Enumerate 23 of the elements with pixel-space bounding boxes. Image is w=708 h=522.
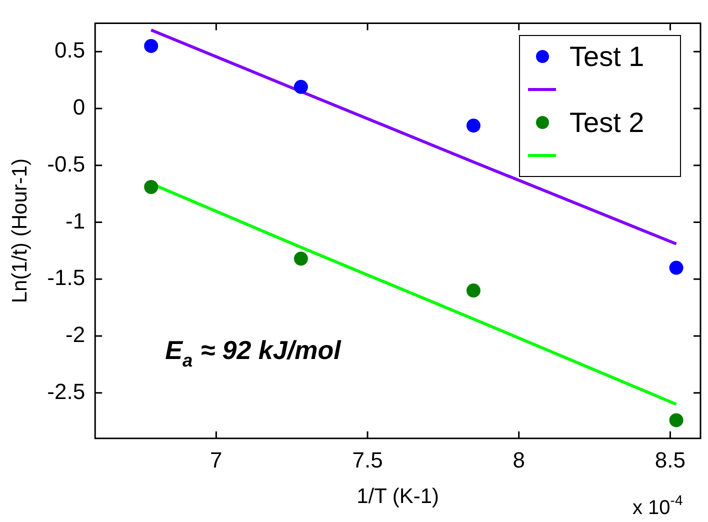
x-tick-label: 7	[210, 448, 222, 473]
y-tick-label: -1	[66, 208, 86, 234]
legend-label: Test 2	[570, 106, 644, 139]
point	[669, 260, 684, 275]
y-tick-label: -2	[66, 322, 86, 348]
point	[294, 252, 308, 266]
point	[144, 38, 158, 53]
y-tick-label: -2.5	[47, 378, 86, 404]
y-tick-label: -0.5	[47, 151, 86, 176]
x-tick-label: 8	[512, 448, 526, 473]
legend-label: Test 1	[570, 40, 644, 73]
point	[294, 80, 308, 94]
x-axis-title: 1/T (K-1)	[356, 485, 440, 508]
y-tick-label: -1.5	[47, 265, 86, 290]
point	[669, 413, 684, 428]
point	[466, 284, 480, 298]
y-axis-title: Ln(1/t) (Hour-1)	[8, 158, 32, 304]
point	[466, 118, 480, 133]
y-tick-label: 0.5	[54, 38, 86, 63]
point	[144, 180, 158, 194]
x-tick-label: 8.5	[654, 448, 686, 473]
y-tick-label: 0	[72, 94, 86, 120]
x-tick-label: 7.5	[352, 448, 383, 473]
